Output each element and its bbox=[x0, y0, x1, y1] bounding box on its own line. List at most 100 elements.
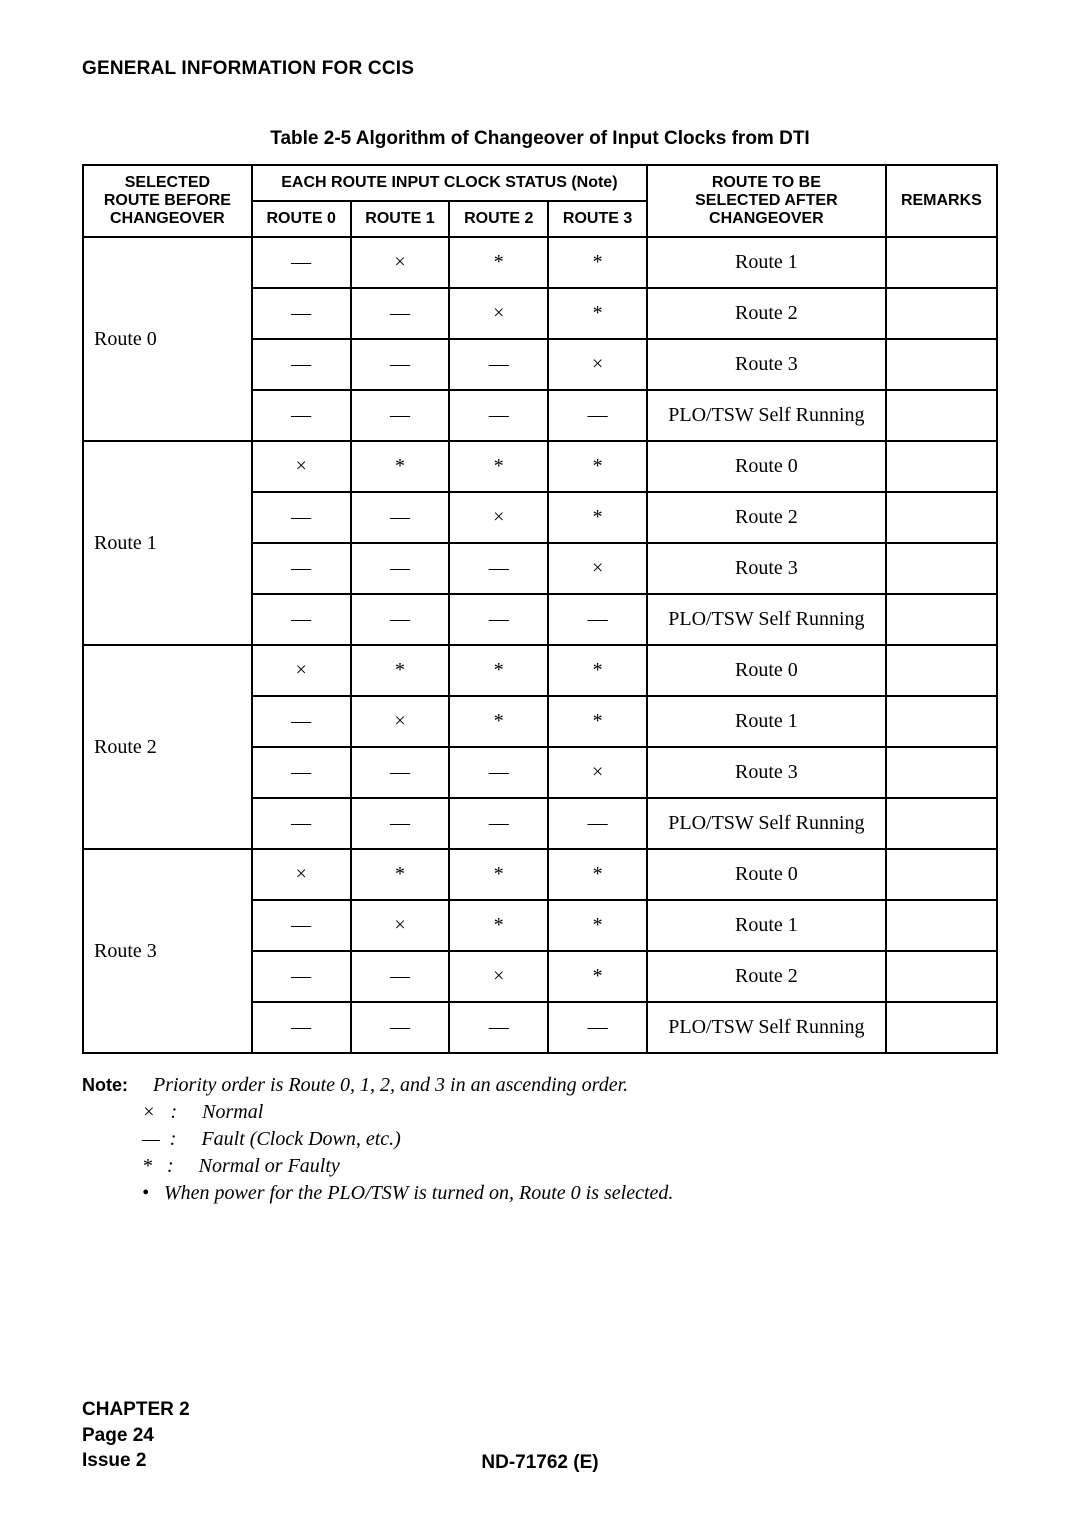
note-label: Note: bbox=[82, 1075, 128, 1095]
td-status: * bbox=[449, 849, 548, 900]
td-after: PLO/TSW Self Running bbox=[647, 594, 886, 645]
td-status: * bbox=[449, 900, 548, 951]
th-after: ROUTE TO BE SELECTED AFTER CHANGEOVER bbox=[647, 165, 886, 237]
th-route2: ROUTE 2 bbox=[449, 201, 548, 237]
td-remarks bbox=[886, 645, 997, 696]
td-status: × bbox=[351, 237, 450, 288]
td-remarks bbox=[886, 390, 997, 441]
note-item: * : Normal or Faulty bbox=[82, 1153, 998, 1180]
td-status: * bbox=[351, 849, 450, 900]
td-after: Route 0 bbox=[647, 441, 886, 492]
td-status: * bbox=[449, 645, 548, 696]
td-after: Route 1 bbox=[647, 696, 886, 747]
th-selected-l1: SELECTED bbox=[88, 174, 247, 192]
td-status: × bbox=[449, 492, 548, 543]
td-status: — bbox=[252, 951, 351, 1002]
td-status: — bbox=[252, 237, 351, 288]
table-row: Route 1×***Route 0 bbox=[83, 441, 997, 492]
td-status: — bbox=[252, 696, 351, 747]
th-remarks: REMARKS bbox=[886, 165, 997, 237]
td-remarks bbox=[886, 339, 997, 390]
td-remarks bbox=[886, 543, 997, 594]
note-item: × : Normal bbox=[82, 1099, 998, 1126]
td-status: — bbox=[351, 951, 450, 1002]
footer-doc: ND-71762 (E) bbox=[0, 1452, 1080, 1474]
td-status: * bbox=[548, 951, 647, 1002]
td-status: — bbox=[351, 390, 450, 441]
td-status: × bbox=[548, 339, 647, 390]
td-status: — bbox=[548, 390, 647, 441]
table-caption: Table 2-5 Algorithm of Changeover of Inp… bbox=[82, 128, 998, 150]
td-status: — bbox=[548, 1002, 647, 1053]
td-remarks bbox=[886, 696, 997, 747]
td-after: Route 0 bbox=[647, 849, 886, 900]
td-after: PLO/TSW Self Running bbox=[647, 390, 886, 441]
td-status: * bbox=[351, 441, 450, 492]
td-status: — bbox=[351, 492, 450, 543]
td-status: — bbox=[351, 1002, 450, 1053]
table-row: Route 2×***Route 0 bbox=[83, 645, 997, 696]
td-status: — bbox=[252, 747, 351, 798]
td-status: — bbox=[351, 594, 450, 645]
td-after: PLO/TSW Self Running bbox=[647, 798, 886, 849]
td-remarks bbox=[886, 1002, 997, 1053]
td-after: Route 2 bbox=[647, 288, 886, 339]
td-status: × bbox=[252, 441, 351, 492]
td-status: × bbox=[351, 900, 450, 951]
td-status: * bbox=[449, 441, 548, 492]
td-status: × bbox=[548, 543, 647, 594]
td-status: — bbox=[351, 339, 450, 390]
th-route1: ROUTE 1 bbox=[351, 201, 450, 237]
td-status: — bbox=[351, 747, 450, 798]
td-status: * bbox=[548, 900, 647, 951]
td-status: — bbox=[351, 798, 450, 849]
td-after: Route 0 bbox=[647, 645, 886, 696]
th-after-l1: ROUTE TO BE bbox=[652, 174, 881, 192]
td-group-label: Route 1 bbox=[83, 441, 252, 645]
td-remarks bbox=[886, 594, 997, 645]
changeover-table: SELECTED ROUTE BEFORE CHANGEOVER EACH RO… bbox=[82, 164, 998, 1054]
td-group-label: Route 3 bbox=[83, 849, 252, 1053]
footer-chapter: CHAPTER 2 bbox=[82, 1397, 190, 1423]
td-status: * bbox=[548, 288, 647, 339]
td-remarks bbox=[886, 849, 997, 900]
td-status: × bbox=[252, 645, 351, 696]
section-title: GENERAL INFORMATION FOR CCIS bbox=[82, 58, 998, 80]
th-route3: ROUTE 3 bbox=[548, 201, 647, 237]
td-status: — bbox=[449, 798, 548, 849]
td-remarks bbox=[886, 492, 997, 543]
table-body: Route 0—×**Route 1——×*Route 2———×Route 3… bbox=[83, 237, 997, 1053]
td-remarks bbox=[886, 441, 997, 492]
td-status: * bbox=[351, 645, 450, 696]
td-status: — bbox=[252, 543, 351, 594]
td-after: PLO/TSW Self Running bbox=[647, 1002, 886, 1053]
th-status-group: EACH ROUTE INPUT CLOCK STATUS (Note) bbox=[252, 165, 647, 201]
td-status: — bbox=[351, 288, 450, 339]
note-list: × : Normal — : Fault (Clock Down, etc.) … bbox=[82, 1099, 998, 1207]
td-status: — bbox=[252, 1002, 351, 1053]
td-remarks bbox=[886, 798, 997, 849]
td-remarks bbox=[886, 900, 997, 951]
td-status: — bbox=[252, 288, 351, 339]
note-lead: Priority order is Route 0, 1, 2, and 3 i… bbox=[153, 1074, 628, 1096]
footer-page: Page 24 bbox=[82, 1423, 190, 1449]
td-remarks bbox=[886, 288, 997, 339]
td-after: Route 1 bbox=[647, 900, 886, 951]
td-status: — bbox=[252, 594, 351, 645]
td-status: — bbox=[449, 339, 548, 390]
td-after: Route 3 bbox=[647, 543, 886, 594]
td-group-label: Route 2 bbox=[83, 645, 252, 849]
td-status: — bbox=[252, 390, 351, 441]
th-after-l2: SELECTED AFTER bbox=[652, 192, 881, 210]
note-block: Note: Priority order is Route 0, 1, 2, a… bbox=[82, 1072, 998, 1207]
td-status: — bbox=[449, 747, 548, 798]
td-remarks bbox=[886, 951, 997, 1002]
table-row: Route 3×***Route 0 bbox=[83, 849, 997, 900]
td-after: Route 3 bbox=[647, 747, 886, 798]
td-status: — bbox=[449, 543, 548, 594]
th-route0: ROUTE 0 bbox=[252, 201, 351, 237]
td-status: * bbox=[449, 696, 548, 747]
td-status: * bbox=[548, 645, 647, 696]
td-after: Route 1 bbox=[647, 237, 886, 288]
td-status: * bbox=[548, 492, 647, 543]
